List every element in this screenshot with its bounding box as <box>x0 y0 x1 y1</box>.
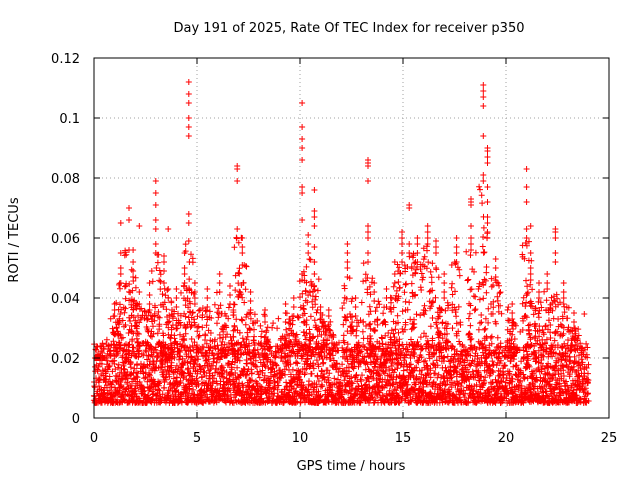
y-tick-label: 0.04 <box>51 292 80 307</box>
x-axis-label: GPS time / hours <box>297 459 406 474</box>
x-tick-label: 25 <box>601 431 618 446</box>
y-tick-label: 0.08 <box>51 172 80 187</box>
y-tick-label: 0.02 <box>51 352 80 367</box>
chart-title: Day 191 of 2025, Rate Of TEC Index for r… <box>174 21 525 36</box>
x-tick-label: 15 <box>395 431 412 446</box>
y-tick-label: 0.06 <box>51 232 80 247</box>
y-axis-ticks: 0 0.02 0.04 0.06 0.08 0.1 0.12 <box>51 52 609 427</box>
data-points <box>90 79 592 406</box>
x-tick-label: 5 <box>193 431 201 446</box>
x-tick-label: 0 <box>90 431 98 446</box>
y-axis-label: ROTI / TECUs <box>7 197 22 282</box>
y-tick-label: 0.1 <box>59 112 80 127</box>
y-tick-label: 0 <box>72 412 80 427</box>
x-axis-ticks: 0 5 10 15 20 25 <box>90 58 617 446</box>
y-tick-label: 0.12 <box>51 52 80 67</box>
scatter-marks <box>90 79 592 406</box>
x-tick-label: 20 <box>498 431 515 446</box>
x-tick-label: 10 <box>292 431 309 446</box>
